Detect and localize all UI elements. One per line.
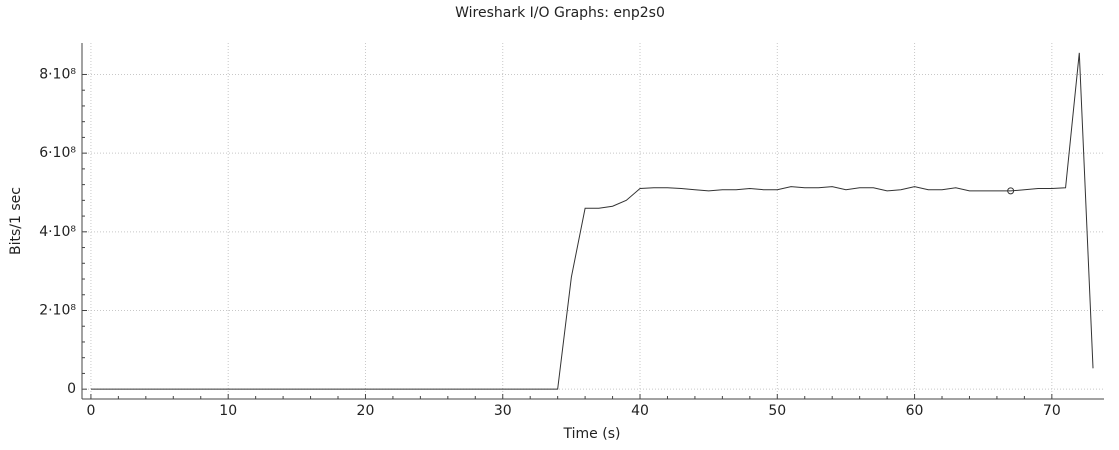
x-tick-label: 0 xyxy=(86,403,95,419)
x-tick-label: 70 xyxy=(1043,403,1061,419)
y-axis-label: Bits/1 sec xyxy=(8,187,24,255)
series-line xyxy=(90,52,1094,390)
chart-title: Wireshark I/O Graphs: enp2s0 xyxy=(455,5,665,21)
y-tick-label: 6·10⁸ xyxy=(39,145,76,161)
x-tick-label: 60 xyxy=(906,403,924,419)
x-tick-label: 20 xyxy=(357,403,375,419)
y-tick-label: 0 xyxy=(67,381,76,397)
y-tick-label: 2·10⁸ xyxy=(39,302,76,318)
x-tick-label: 30 xyxy=(494,403,512,419)
x-tick-label: 50 xyxy=(768,403,786,419)
x-tick-label: 40 xyxy=(631,403,649,419)
y-tick-label: 8·10⁸ xyxy=(39,66,76,82)
y-tick-label: 4·10⁸ xyxy=(39,224,76,240)
x-axis-label: Time (s) xyxy=(563,426,621,442)
x-tick-label: 10 xyxy=(219,403,237,419)
selected-point xyxy=(1007,187,1015,195)
